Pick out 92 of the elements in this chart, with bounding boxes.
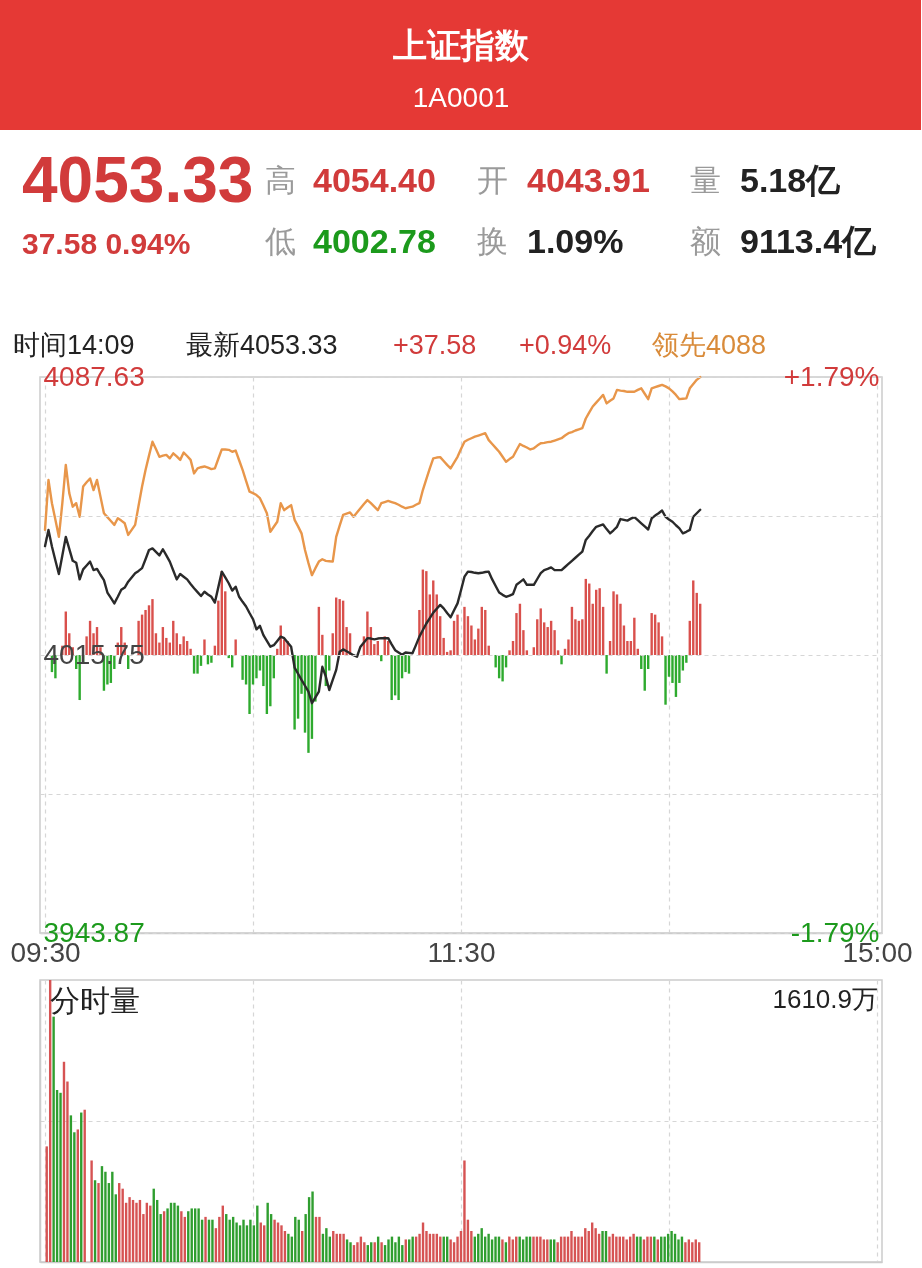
- bar: [632, 1233, 635, 1262]
- bar: [111, 1171, 114, 1262]
- bar: [242, 1219, 245, 1262]
- bar: [605, 655, 608, 674]
- bar: [128, 1197, 131, 1262]
- text: 高: [265, 163, 296, 198]
- bar: [196, 655, 199, 674]
- annotation: 1610.9万: [772, 984, 878, 1014]
- bar: [349, 1242, 352, 1262]
- bar: [670, 1230, 673, 1262]
- bar: [211, 1219, 214, 1262]
- bar: [387, 1239, 390, 1262]
- bar: [570, 1230, 573, 1262]
- y2-tick-label: +1.79%: [783, 360, 880, 392]
- bar: [256, 1205, 259, 1262]
- bar: [684, 1242, 687, 1262]
- bar: [380, 1242, 383, 1262]
- bar: [180, 1211, 183, 1262]
- bar: [325, 1228, 328, 1262]
- text: 5.18亿: [740, 161, 842, 199]
- bar: [577, 1236, 580, 1262]
- x-tick-label: 11:30: [427, 936, 496, 968]
- text: 4053.33: [22, 144, 254, 216]
- bar: [90, 1160, 93, 1262]
- text: 1.09%: [527, 222, 624, 260]
- bar: [287, 1233, 290, 1262]
- bar: [633, 617, 636, 655]
- bar: [539, 1236, 542, 1262]
- bar: [456, 614, 459, 655]
- y-tick-label: 4087.63: [43, 360, 145, 392]
- text: 领先4088: [652, 330, 767, 360]
- bar: [397, 655, 400, 701]
- bar: [311, 1191, 314, 1262]
- bar: [273, 1219, 276, 1262]
- text: 时间14:09: [13, 330, 135, 360]
- text: 低: [265, 224, 296, 259]
- bar: [144, 609, 147, 655]
- line-series: [43, 508, 702, 705]
- bar: [266, 1202, 269, 1262]
- bar: [280, 1225, 283, 1262]
- bar: [612, 591, 615, 655]
- bar: [432, 1233, 435, 1262]
- text: 额: [690, 224, 721, 259]
- bar: [318, 1216, 321, 1262]
- bar: [601, 1230, 604, 1262]
- bar: [664, 655, 667, 705]
- bar: [182, 636, 185, 655]
- bar: [97, 1183, 100, 1262]
- bar: [463, 1160, 466, 1262]
- bar: [135, 1202, 138, 1262]
- bar: [650, 613, 653, 655]
- bar: [608, 1236, 611, 1262]
- bar: [173, 1202, 176, 1262]
- bar: [563, 1236, 566, 1262]
- bar: [532, 1236, 535, 1262]
- bar: [463, 606, 466, 655]
- bar: [525, 1236, 528, 1262]
- text: 量: [690, 163, 721, 198]
- text: 最新4053.33: [186, 330, 338, 360]
- text: 4054.40: [313, 161, 436, 199]
- text: 4043.91: [527, 161, 650, 199]
- bar: [249, 1219, 252, 1262]
- text: 1A0001: [412, 82, 510, 113]
- bar: [501, 655, 504, 682]
- bar: [151, 599, 154, 655]
- bar: [210, 655, 213, 663]
- text: 9113.4亿: [740, 222, 878, 260]
- text: 开: [477, 163, 508, 198]
- text: +37.58: [393, 330, 477, 360]
- bar: [197, 1208, 200, 1262]
- bar: [307, 655, 310, 753]
- bar: [494, 1236, 497, 1262]
- bar: [203, 639, 206, 655]
- bar: [59, 1092, 62, 1262]
- bar: [425, 571, 428, 655]
- bar: [560, 655, 563, 665]
- bar: [248, 655, 251, 715]
- bar: [639, 1236, 642, 1262]
- bar: [342, 1233, 345, 1262]
- text: 37.58 0.94%: [22, 227, 191, 260]
- bar: [487, 1233, 490, 1262]
- bar: [390, 655, 393, 701]
- text: 换: [477, 224, 508, 259]
- bar: [234, 639, 237, 655]
- bar: [204, 1216, 207, 1262]
- text: 4002.78: [313, 222, 436, 260]
- text: 上证指数: [392, 26, 530, 64]
- bar: [501, 1239, 504, 1262]
- bar: [52, 1016, 55, 1262]
- text: +0.94%: [519, 330, 612, 360]
- bar: [646, 1236, 649, 1262]
- bar: [366, 611, 369, 655]
